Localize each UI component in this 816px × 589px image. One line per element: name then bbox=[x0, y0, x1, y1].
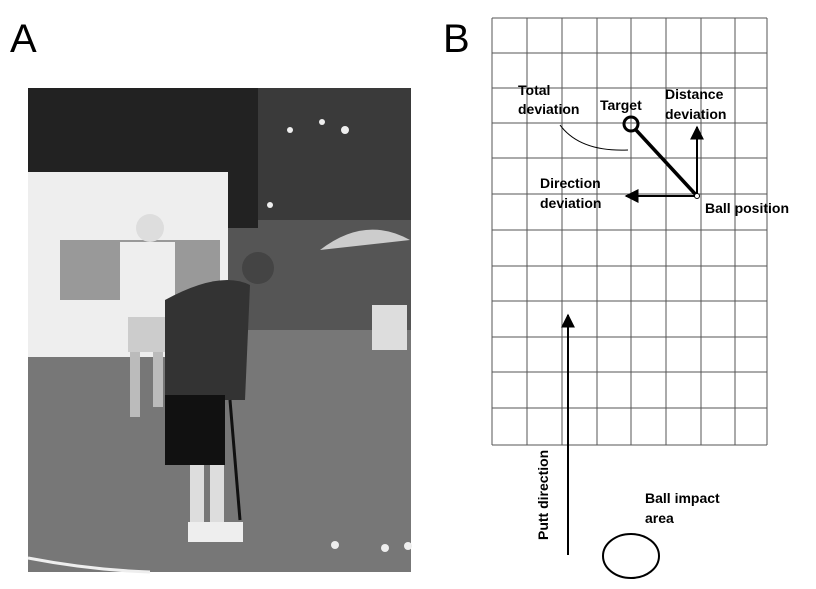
label-direction-deviation: Direction deviation bbox=[540, 175, 605, 211]
label-ball-position: Ball position bbox=[705, 200, 789, 216]
label-target: Target bbox=[600, 97, 642, 113]
photo bbox=[27, 88, 412, 574]
deviation-marks bbox=[559, 115, 704, 579]
grid bbox=[491, 17, 768, 446]
label-ball-impact-area: Ball impact area bbox=[645, 490, 724, 526]
label-distance-deviation: Distance deviation bbox=[665, 86, 727, 122]
panel-label: A bbox=[10, 17, 37, 61]
label-putt-direction: Putt direction bbox=[535, 450, 551, 540]
label-total-deviation: Total deviation bbox=[518, 82, 579, 117]
panel-label: B bbox=[443, 17, 470, 61]
